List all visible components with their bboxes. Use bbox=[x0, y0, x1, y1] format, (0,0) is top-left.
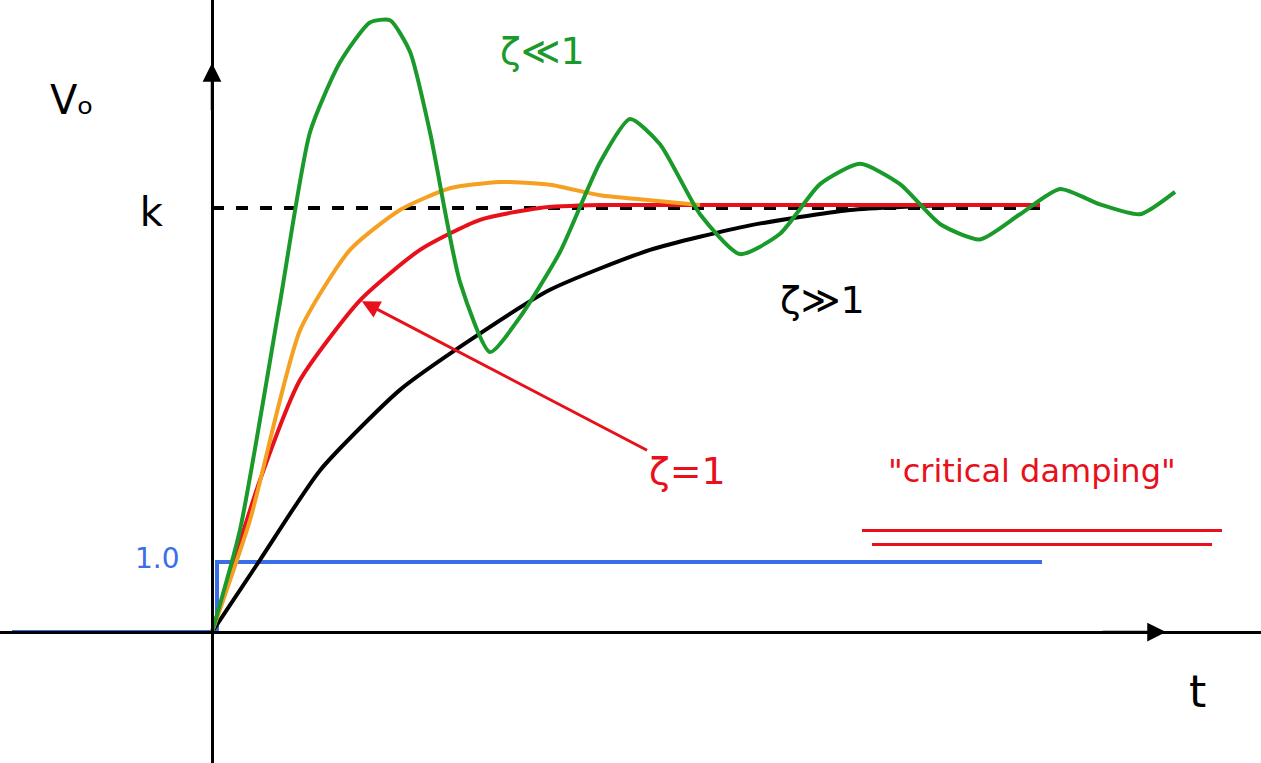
svg-text:ζ=1: ζ=1 bbox=[649, 449, 726, 493]
svg-text:1.0: 1.0 bbox=[135, 542, 180, 575]
svg-text:ζ≫1: ζ≫1 bbox=[780, 278, 865, 322]
svg-text:Vₒ: Vₒ bbox=[50, 77, 94, 123]
svg-text:t: t bbox=[1189, 666, 1206, 717]
svg-text:k: k bbox=[140, 189, 164, 235]
svg-text:ζ≪1: ζ≪1 bbox=[500, 29, 585, 73]
svg-text:"critical damping": "critical damping" bbox=[888, 452, 1176, 490]
